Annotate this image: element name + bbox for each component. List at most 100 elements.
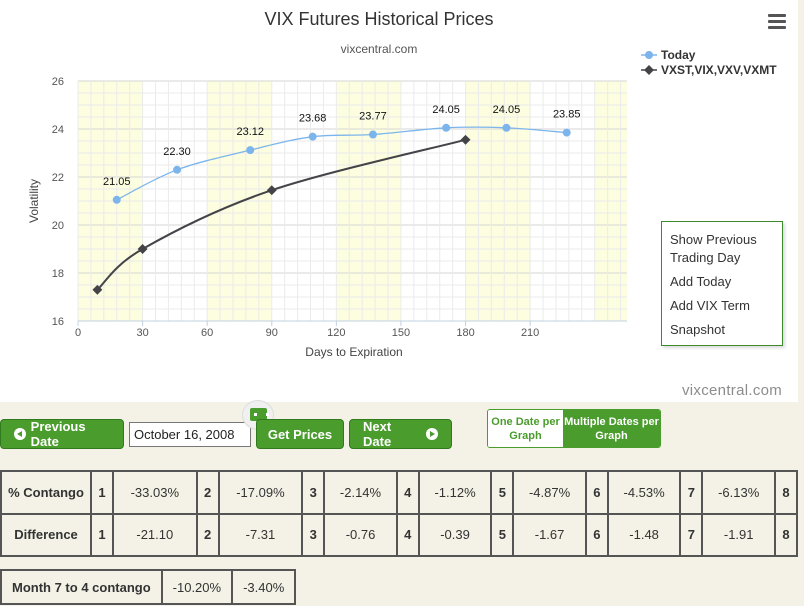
multiple-dates-per-graph-option[interactable]: Multiple Dates per Graph <box>563 410 660 447</box>
today-point <box>308 132 317 141</box>
menu-item-add-today[interactable]: Add Today <box>670 274 732 289</box>
month-number: 1 <box>90 512 114 557</box>
difference-value: -0.76 <box>323 512 398 557</box>
next-date-label: Next Date <box>363 419 392 449</box>
table-row: % Contango 1 -33.03% 2 -17.09% 3 -2.14% … <box>0 470 798 515</box>
month-number: 2 <box>195 512 220 557</box>
hamburger-menu-icon[interactable] <box>768 14 786 30</box>
row-header-contango: % Contango <box>0 470 92 515</box>
contango-value: -33.03% <box>112 470 198 515</box>
row-header-difference: Difference <box>0 512 92 557</box>
month-7-to-4-value: -3.40% <box>231 569 297 605</box>
today-point <box>442 123 451 132</box>
month-number: 8 <box>774 470 798 515</box>
y-axis-title: Volatility <box>27 179 41 223</box>
chart-grid <box>77 80 627 322</box>
watermark: vixcentral.com <box>682 382 783 399</box>
month-number: 5 <box>490 470 515 515</box>
today-data-label: 24.05 <box>493 104 521 116</box>
difference-value: -21.10 <box>112 512 198 557</box>
today-data-label: 24.05 <box>432 104 460 116</box>
month-number: 1 <box>90 470 114 515</box>
date-input[interactable] <box>129 422 251 447</box>
table-row: Difference 1 -21.10 2 -7.31 3 -0.76 4 -0… <box>0 512 798 557</box>
difference-value: -7.31 <box>217 512 304 557</box>
difference-value: -1.48 <box>606 512 682 557</box>
futures-chart: 0 30 60 90 120 150 180 210 16 18 20 22 24 26 21.05 22.… <box>27 9 777 359</box>
month-number: 5 <box>490 512 515 557</box>
legend-item-vxst[interactable]: VXST,VIX,VXV,VXMT <box>641 63 777 77</box>
month-number: 3 <box>301 470 326 515</box>
x-tick-label: 210 <box>521 327 539 339</box>
today-data-label: 23.12 <box>236 126 264 138</box>
today-data-label: 23.68 <box>299 113 327 125</box>
contango-value: -1.12% <box>417 470 493 515</box>
today-data-label: 21.05 <box>103 176 131 188</box>
difference-value: -1.67 <box>512 512 587 557</box>
menu-item-add-vix-term[interactable]: Add VIX Term <box>670 298 750 313</box>
today-point <box>112 195 121 204</box>
today-data-label: 22.30 <box>163 146 191 158</box>
legend-today-label: Today <box>661 48 696 62</box>
x-tick-label: 150 <box>392 327 410 339</box>
month-7-to-4-label: Month 7 to 4 contango <box>0 569 163 605</box>
y-tick-label: 18 <box>52 268 64 280</box>
month-number: 8 <box>774 512 798 557</box>
legend-vxst-marker <box>644 65 654 75</box>
chevron-right-circle-icon <box>426 428 438 440</box>
y-tick-label: 22 <box>52 172 64 184</box>
previous-date-button[interactable]: Previous Date <box>0 419 124 449</box>
series-vxst-line <box>96 138 466 291</box>
previous-date-label: Previous Date <box>30 419 86 449</box>
contango-value: -6.13% <box>701 470 776 515</box>
legend-vxst-label: VXST,VIX,VXV,VXMT <box>661 63 777 77</box>
graph-mode-toggle: One Date per Graph Multiple Dates per Gr… <box>487 409 661 448</box>
contango-value: -2.14% <box>323 470 398 515</box>
legend: Today VXST,VIX,VXV,VXMT <box>641 48 777 77</box>
today-point <box>502 123 511 132</box>
next-date-button[interactable]: Next Date <box>349 419 452 449</box>
month-number: 6 <box>584 512 609 557</box>
contango-table: % Contango 1 -33.03% 2 -17.09% 3 -2.14% … <box>0 470 798 557</box>
month-number: 6 <box>584 470 609 515</box>
today-point <box>173 165 182 174</box>
get-prices-label: Get Prices <box>267 426 333 442</box>
menu-item-show-previous-trading-day[interactable]: Show Previous Trading Day <box>670 232 757 265</box>
contango-value: -17.09% <box>217 470 304 515</box>
x-tick-label: 30 <box>136 327 148 339</box>
x-tick-label: 60 <box>201 327 213 339</box>
chart-panel: 0 30 60 90 120 150 180 210 16 18 20 22 24 26 21.05 22.… <box>0 0 798 402</box>
table-row: Month 7 to 4 contango -10.20% -3.40% <box>0 569 297 605</box>
month-number: 4 <box>395 470 420 515</box>
chart-title: VIX Futures Historical Prices <box>264 9 493 29</box>
chart-series: 21.05 22.30 23.12 23.68 23.77 24.05 24.05 23.85 <box>92 104 580 295</box>
month-7-to-4-table: Month 7 to 4 contango -10.20% -3.40% <box>0 569 297 605</box>
month-number: 4 <box>395 512 420 557</box>
today-point <box>562 128 571 137</box>
chevron-left-circle-icon <box>14 428 26 440</box>
vxst-point <box>266 185 277 196</box>
legend-item-today[interactable]: Today <box>641 48 696 62</box>
x-tick-label: 0 <box>75 327 81 339</box>
x-tick-label: 180 <box>456 327 474 339</box>
vxst-point <box>460 134 471 145</box>
x-tick-label: 120 <box>327 327 345 339</box>
get-prices-button[interactable]: Get Prices <box>256 419 344 449</box>
difference-value: -1.91 <box>701 512 776 557</box>
one-date-per-graph-option[interactable]: One Date per Graph <box>488 410 563 447</box>
month-number: 3 <box>301 512 326 557</box>
y-tick-label: 16 <box>52 316 64 328</box>
y-tick-label: 20 <box>52 220 64 232</box>
today-data-label: 23.85 <box>553 109 581 121</box>
legend-today-marker <box>645 51 653 59</box>
today-point <box>246 146 255 155</box>
today-data-label: 23.77 <box>359 111 387 123</box>
x-axis-title: Days to Expiration <box>305 345 402 359</box>
vxst-point <box>137 244 148 254</box>
menu-item-snapshot[interactable]: Snapshot <box>670 322 725 337</box>
contango-value: -4.53% <box>606 470 682 515</box>
difference-value: -0.39 <box>417 512 493 557</box>
chart-context-menu: Show Previous Trading Day Add Today Add … <box>661 221 783 346</box>
y-tick-label: 24 <box>52 124 64 136</box>
month-number: 7 <box>679 470 704 515</box>
